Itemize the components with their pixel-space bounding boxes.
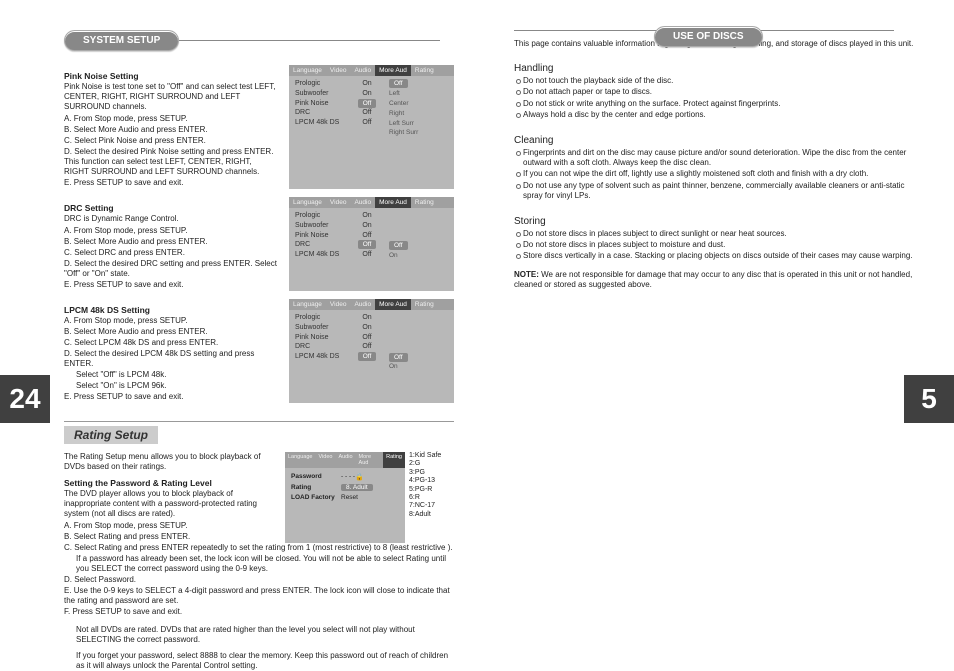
rating-legend: 1:Kid Safe 2:G 3:PG 4:PG-13 5:PG-R 6:R 7… <box>409 452 454 543</box>
header-use-of-discs: USE OF DISCS <box>654 26 763 47</box>
menu-pink: Language Video Audio More Aud Rating Pro… <box>289 65 454 189</box>
pink-step-c: C. Select Pink Noise and press ENTER. <box>64 136 277 146</box>
pink-step-d: D. Select the desired Pink Noise setting… <box>64 147 277 177</box>
page-number-left: 24 <box>0 375 50 423</box>
drc-title: DRC Setting <box>64 203 277 213</box>
lock-icon: 🔒 <box>355 473 364 481</box>
pink-noise-title: Pink Noise Setting <box>64 71 277 81</box>
pink-step-e: E. Press SETUP to save and exit. <box>64 178 277 188</box>
handling-list: Do not touch the playback side of the di… <box>514 76 914 121</box>
drc-intro: DRC is Dynamic Range Control. <box>64 214 277 224</box>
page-number-right: 5 <box>904 375 954 423</box>
cleaning-title: Cleaning <box>514 135 914 146</box>
menu-lpcm: Language Video Audio More Aud Rating Pro… <box>289 299 454 403</box>
rating-setup-title: Rating Setup <box>64 426 158 444</box>
cleaning-list: Fingerprints and dirt on the disc may ca… <box>514 148 914 202</box>
pink-noise-intro: Pink Noise is test tone set to "Off" and… <box>64 82 277 112</box>
menu-drc: Language Video Audio More Aud Rating Pro… <box>289 197 454 291</box>
header-system-setup: SYSTEM SETUP <box>64 30 179 51</box>
lpcm-title: LPCM 48k DS Setting <box>64 305 277 315</box>
handling-title: Handling <box>514 63 914 74</box>
pink-step-b: B. Select More Audio and press ENTER. <box>64 125 277 135</box>
note: NOTE: We are not responsible for damage … <box>514 270 914 290</box>
storing-title: Storing <box>514 216 914 227</box>
header-rule <box>179 40 440 41</box>
menu-rating: Language Video Audio More Aud Rating Pas… <box>285 452 405 543</box>
pink-step-a: A. From Stop mode, press SETUP. <box>64 114 277 124</box>
divider <box>64 421 454 422</box>
storing-list: Do not store discs in places subject to … <box>514 229 914 262</box>
